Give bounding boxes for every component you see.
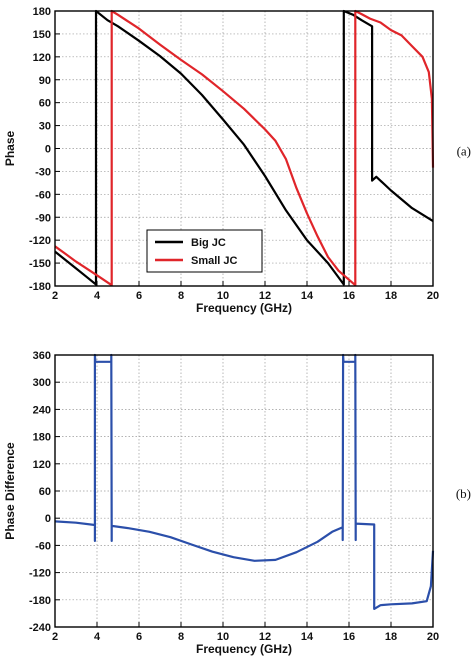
x-tick-label: 12 — [259, 631, 271, 643]
x-tick-label: 8 — [178, 631, 184, 643]
y-tick-label: 180 — [33, 432, 51, 444]
x-axis-label: Frequency (GHz) — [196, 642, 292, 656]
series-line-big-jc — [54, 9, 434, 286]
y-tick-label: 30 — [39, 121, 51, 133]
y-tick-label: 0 — [45, 513, 51, 525]
x-tick-label: 18 — [385, 631, 397, 643]
series-line-small-jc — [54, 9, 435, 287]
y-tick-label: -180 — [29, 281, 51, 293]
y-tick-label: 120 — [33, 52, 51, 64]
y-tick-label: -30 — [35, 166, 51, 178]
legend: Big JC Small JC — [146, 229, 263, 273]
x-tick-label: 20 — [427, 290, 439, 302]
x-tick-label: 20 — [427, 631, 439, 643]
x-tick-label: 18 — [385, 290, 397, 302]
x-tick-label: 10 — [217, 290, 229, 302]
x-tick-label: 14 — [301, 290, 314, 302]
y-tick-label: 60 — [39, 486, 51, 498]
y-tick-label: 0 — [45, 144, 51, 156]
y-tick-label: 150 — [33, 29, 51, 41]
y-tick-label: 360 — [33, 350, 51, 362]
y-tick-label: 60 — [39, 98, 51, 110]
x-tick-label: 16 — [343, 631, 355, 643]
panel-label: (a) — [457, 144, 471, 159]
y-tick-label: 180 — [33, 6, 51, 18]
y-tick-label: -120 — [29, 235, 51, 247]
x-tick-label: 10 — [217, 631, 229, 643]
y-tick-label: -60 — [35, 189, 51, 201]
legend-box — [146, 229, 263, 273]
x-tick-label: 6 — [136, 631, 142, 643]
x-tick-label: 12 — [259, 290, 271, 302]
series-line-0 — [54, 353, 435, 610]
y-tick-label: -150 — [29, 258, 51, 270]
x-tick-label: 4 — [94, 290, 101, 302]
x-tick-label: 4 — [94, 631, 101, 643]
y-tick-label: -240 — [29, 622, 51, 634]
y-axis-label: Phase Difference — [3, 442, 17, 540]
y-tick-label: 300 — [33, 377, 51, 389]
y-axis-label: Phase — [3, 130, 17, 166]
x-tick-label: 2 — [52, 290, 58, 302]
y-tick-label: -60 — [35, 540, 51, 552]
x-tick-label: 8 — [178, 290, 184, 302]
x-tick-label: 16 — [343, 290, 355, 302]
x-tick-label: 2 — [52, 631, 58, 643]
x-tick-label: 14 — [301, 631, 314, 643]
panel-label: (b) — [456, 486, 471, 501]
x-axis-label: Frequency (GHz) — [196, 301, 292, 315]
y-tick-label: -120 — [29, 568, 51, 580]
chart-b: 2 4 6 8 10 12 14 16 18 20 360 300 240 180 120 60 0 -60 -12… — [3, 350, 471, 656]
y-tick-label: 90 — [39, 75, 51, 87]
legend-entry: Big JC — [191, 237, 226, 249]
chart-a: 2 4 6 8 10 12 14 16 18 20 180 150 120 90 60 30 0 -30 -60 -9… — [3, 6, 471, 315]
y-tick-label: -90 — [35, 212, 51, 224]
y-tick-label: 120 — [33, 459, 51, 471]
y-tick-label: 240 — [33, 404, 51, 416]
legend-entry: Small JC — [191, 255, 238, 267]
x-tick-label: 6 — [136, 290, 142, 302]
y-tick-label: -180 — [29, 595, 51, 607]
